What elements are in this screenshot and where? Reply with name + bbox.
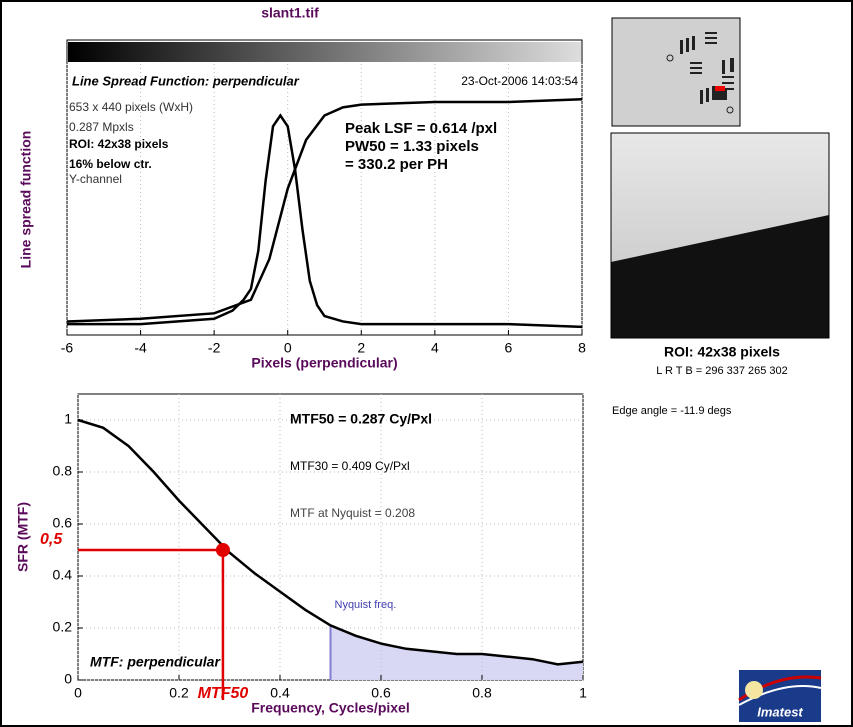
info-text: ROI: 42x38 pixels — [69, 137, 169, 151]
lsf-annotation: = 330.2 per PH — [345, 156, 448, 173]
logo-text: Imatest — [757, 704, 803, 719]
lsf-annotation: Peak LSF = 0.614 /pxl — [345, 120, 497, 137]
marker-x-label: MTF50 — [198, 685, 249, 702]
y-tick-label: 1 — [64, 411, 72, 427]
info-text: 16% below ctr. — [69, 157, 152, 171]
x-tick-label: -4 — [134, 340, 147, 356]
chart-title: MTF: perpendicular — [90, 654, 221, 670]
x-tick-label: 0.6 — [371, 685, 391, 701]
x-axis-label: Frequency, Cycles/pixel — [251, 700, 409, 716]
edge-angle: Edge angle = -11.9 degs — [612, 405, 732, 417]
series-line — [67, 113, 583, 329]
nyquist-label: Nyquist freq. — [335, 599, 397, 611]
marker-dot — [215, 543, 230, 557]
thumbnail — [611, 17, 741, 127]
x-tick-label: 8 — [578, 340, 586, 356]
x-tick-label: 2 — [357, 340, 365, 356]
nyquist-area — [330, 625, 583, 680]
lsf-annotation: PW50 = 1.33 pixels — [345, 138, 479, 155]
x-tick-label: -6 — [61, 340, 74, 356]
chart-title: Line Spread Function: perpendicular — [72, 73, 300, 88]
roi-title: ROI: 42x38 pixels — [664, 344, 780, 360]
x-tick-label: 0 — [74, 685, 82, 701]
x-tick-label: 1 — [579, 685, 587, 701]
logo: Imatest — [738, 670, 822, 722]
info-text: 653 x 440 pixels (WxH) — [69, 100, 193, 114]
mtf-annotation: MTF at Nyquist = 0.208 — [290, 506, 415, 520]
mtf-annotation: MTF30 = 0.409 Cy/Pxl — [290, 459, 410, 473]
mtf-annotation: MTF50 = 0.287 Cy/Pxl — [290, 411, 432, 427]
series-line — [66, 97, 583, 323]
plot-frame — [66, 39, 583, 336]
roi-image — [610, 132, 830, 339]
x-tick-label: -2 — [208, 340, 221, 356]
y-tick-label: 0.6 — [53, 515, 73, 531]
y-axis-label: SFR (MTF) — [15, 502, 31, 572]
x-axis-label: Pixels (perpendicular) — [251, 355, 397, 371]
page-title: slant1.tif — [261, 5, 319, 21]
y-tick-label: 0.4 — [53, 567, 73, 583]
y-tick-label: 0.2 — [53, 619, 73, 635]
info-text: Y-channel — [69, 172, 122, 186]
gray-bar — [68, 42, 581, 62]
timestamp: 23-Oct-2006 14:03:54 — [461, 74, 578, 88]
roi-coords: L R T B = 296 337 265 302 — [656, 365, 788, 377]
x-tick-label: 0 — [284, 340, 292, 356]
x-tick-label: 4 — [431, 340, 439, 356]
y-tick-label: 0 — [64, 671, 72, 687]
x-tick-label: 0.8 — [472, 685, 492, 701]
y-tick-label: 0.8 — [53, 463, 73, 479]
x-tick-label: 6 — [505, 340, 513, 356]
x-tick-label: 0.4 — [270, 685, 290, 701]
x-tick-label: 0.2 — [169, 685, 189, 701]
series-line — [77, 418, 584, 666]
info-text: 0.287 Mpxls — [69, 120, 134, 134]
y-axis-label: Line spread function — [18, 131, 34, 269]
marker-y-label: 0,5 — [40, 531, 63, 548]
